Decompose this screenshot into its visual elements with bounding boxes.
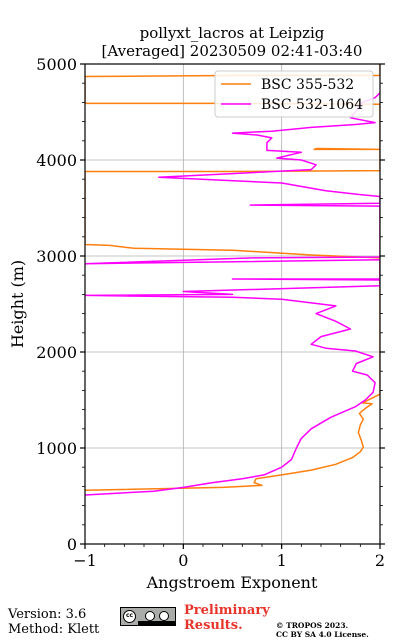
x-axis-label: Angstroem Exponent (146, 573, 318, 592)
y-tick-label: 1000 (36, 439, 77, 458)
method-text: Method: Klett (8, 622, 100, 637)
chart-title: pollyxt_lacros at Leipzig (140, 24, 325, 42)
copyright-text: © TROPOS 2023. (276, 621, 349, 630)
series-line-0 (85, 64, 380, 491)
cc-icon: cc (123, 610, 136, 623)
cc-license-logo: cc (120, 607, 176, 626)
version-text: Version: 3.6 (8, 607, 87, 622)
grid (84, 63, 381, 545)
x-tick-label: 1 (277, 551, 287, 570)
preliminary-results-line2: Results. (184, 618, 243, 633)
chart-subtitle: [Averaged] 20230509 02:41-03:40 (102, 42, 363, 60)
sa-icon (159, 611, 169, 621)
legend: BSC 355-532 BSC 532-1064 (214, 70, 374, 118)
y-tick-label: 2000 (36, 343, 77, 362)
x-tick-label: 0 (178, 551, 188, 570)
license-text: CC BY SA 4.0 License. (276, 630, 369, 639)
legend-label-0: BSC 355-532 (261, 77, 354, 93)
by-icon (145, 611, 155, 621)
y-tick-label: 0 (67, 535, 77, 554)
y-axis-label: Height (m) (8, 260, 27, 348)
x-tick-label: 2 (375, 551, 385, 570)
legend-label-1: BSC 532-1064 (261, 97, 363, 113)
legend-box (214, 70, 374, 118)
plot-area (85, 64, 380, 496)
series-line-1 (85, 92, 380, 496)
y-tick-label: 4000 (36, 151, 77, 170)
axes-frame (84, 63, 381, 545)
preliminary-results-line1: Preliminary (184, 603, 270, 618)
y-tick-label: 5000 (36, 55, 77, 74)
y-tick-label: 3000 (36, 247, 77, 266)
x-tick-label: −1 (73, 551, 97, 570)
cc-logo-strip (138, 621, 175, 625)
